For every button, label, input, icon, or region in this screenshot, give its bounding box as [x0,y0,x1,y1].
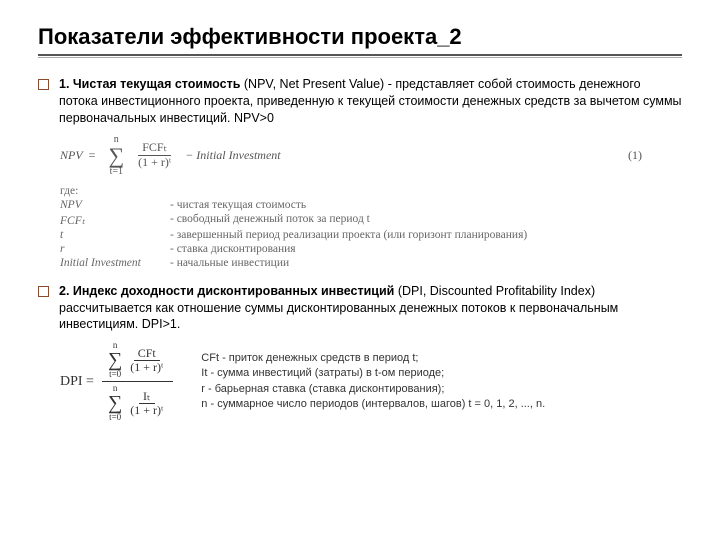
legend-value: - завершенный период реализации проекта … [170,229,682,241]
legend-value: - ставка дисконтирования [170,243,682,255]
legend-value: - свободный денежный поток за период t [170,213,682,227]
legend-line: CFt - приток денежных средств в период t… [201,351,545,366]
section-2-lead: 2. Индекс доходности дисконтированных ин… [59,284,394,298]
dpi-formula: DPI = n ∑ t=0 CFt (1 + r)ᵗ n [60,339,173,424]
bullet-icon [38,286,49,297]
section-2-text: 2. Индекс доходности дисконтированных ин… [59,283,682,334]
legend-value: - чистая текущая стоимость [170,199,682,211]
npv-tail: − Initial Investment [185,148,280,163]
sigma-icon: n ∑ t=1 [108,135,124,177]
equation-number: (1) [628,148,682,163]
sigma-icon: n ∑ t=0 [108,384,122,422]
legend-key: Initial Investment [60,257,170,269]
sigma-icon: n ∑ t=0 [108,341,122,379]
section-1-text: 1. Чистая текущая стоимость (NPV, Net Pr… [59,76,682,127]
title-underline [38,54,682,58]
section-2: 2. Индекс доходности дисконтированных ин… [38,283,682,334]
page-title: Показатели эффективности проекта_2 [38,24,682,50]
legend-value: - начальные инвестиции [170,257,682,269]
npv-fraction: FCFₜ (1 + r)ᵗ [134,141,175,170]
legend-key: FCFₜ [60,213,170,227]
legend-header: где: [60,185,682,197]
bullet-icon [38,79,49,90]
legend-line: It - сумма инвестиций (затраты) в t-ом п… [201,366,545,381]
npv-formula-block: NPV = n ∑ t=1 FCFₜ (1 + r)ᵗ − Initial In… [60,135,682,177]
dpi-legend: CFt - приток денежных средств в период t… [201,351,545,413]
legend-line: n - суммарное число периодов (интервалов… [201,397,545,412]
legend-key: t [60,229,170,241]
legend-line: r - барьерная ставка (ставка дисконтиров… [201,382,545,397]
section-1-lead: 1. Чистая текущая стоимость [59,77,240,91]
legend-key: r [60,243,170,255]
section-1: 1. Чистая текущая стоимость (NPV, Net Pr… [38,76,682,127]
npv-lhs: NPV = [60,148,98,163]
legend-key: NPV [60,199,170,211]
dpi-lhs: DPI = [60,374,94,390]
npv-legend: где: NPV - чистая текущая стоимостьFCFₜ -… [60,185,682,269]
